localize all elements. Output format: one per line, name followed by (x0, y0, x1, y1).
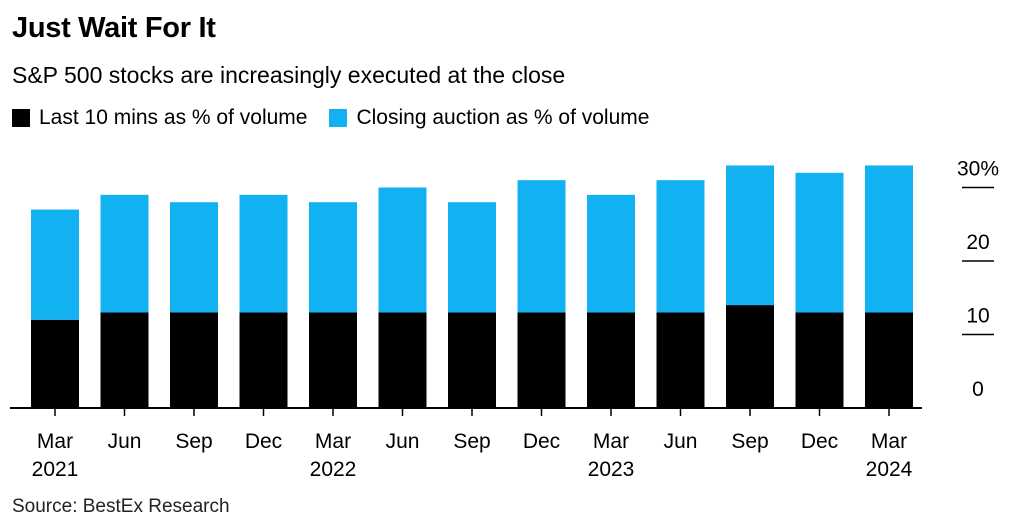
x-tick-month-10: Sep (731, 430, 768, 453)
bar-last-10-mins-9 (656, 312, 705, 408)
bar-last-10-mins-2 (170, 312, 218, 408)
bar-closing-auction-0 (31, 209, 79, 320)
y-tick-label-0: 0 (972, 378, 984, 401)
bar-closing-auction-10 (726, 165, 774, 306)
bar-closing-auction-7 (517, 180, 566, 313)
chart-title: Just Wait For It (12, 12, 216, 44)
bar-closing-auction-3 (239, 194, 288, 313)
legend: Last 10 mins as % of volume Closing auct… (12, 106, 671, 130)
source-note: Source: BestEx Research (12, 496, 230, 517)
bar-last-10-mins-12 (865, 312, 913, 408)
bar-last-10-mins-5 (378, 312, 427, 408)
bar-last-10-mins-0 (31, 319, 79, 408)
bars-group (31, 165, 913, 408)
bar-last-10-mins-7 (517, 312, 566, 408)
bar-closing-auction-4 (309, 202, 357, 313)
x-tick-month-12: Mar (871, 430, 907, 453)
legend-item-last-10-mins: Last 10 mins as % of volume (12, 106, 307, 130)
x-tick-month-11: Dec (801, 430, 838, 453)
bar-closing-auction-11 (795, 172, 844, 313)
x-tick-year-4: 2022 (310, 458, 357, 481)
x-tick-month-4: Mar (315, 430, 351, 453)
x-tick-month-8: Mar (593, 430, 629, 453)
y-tick-label-3: 30% (957, 158, 999, 181)
bar-closing-auction-9 (656, 180, 705, 313)
y-tick-label-1: 10 (966, 305, 989, 328)
bar-last-10-mins-8 (587, 312, 635, 408)
x-tick-month-9: Jun (664, 430, 698, 453)
bar-closing-auction-5 (378, 187, 427, 313)
x-tick-month-2: Sep (175, 430, 212, 453)
x-tick-year-0: 2021 (32, 458, 79, 481)
bar-last-10-mins-4 (309, 312, 357, 408)
x-tick-month-5: Jun (386, 430, 420, 453)
x-tick-month-3: Dec (245, 430, 282, 453)
legend-label-last-10-mins: Last 10 mins as % of volume (39, 106, 308, 129)
bar-last-10-mins-10 (726, 305, 774, 408)
bar-closing-auction-2 (170, 202, 218, 313)
bar-closing-auction-12 (865, 165, 913, 313)
x-tick-month-0: Mar (37, 430, 73, 453)
legend-label-closing-auction: Closing auction as % of volume (356, 106, 650, 129)
x-tick-month-1: Jun (108, 430, 142, 453)
x-axis: Mar 2021 Jun Sep Dec Mar 2022 Jun Sep Dec Mar 2023 J… (10, 407, 922, 481)
bar-last-10-mins-3 (239, 312, 288, 408)
bar-closing-auction-8 (587, 194, 635, 313)
y-tick-label-2: 20 (966, 231, 989, 254)
legend-swatch-last-10-mins (12, 109, 30, 127)
bar-last-10-mins-1 (100, 312, 149, 408)
legend-item-closing-auction: Closing auction as % of volume (329, 106, 649, 130)
y-axis: 0 10 20 30% (957, 158, 999, 402)
x-tick-year-12: 2024 (866, 458, 913, 481)
x-tick-month-6: Sep (453, 430, 490, 453)
bar-closing-auction-6 (448, 202, 496, 313)
bar-last-10-mins-11 (795, 312, 844, 408)
legend-swatch-closing-auction (329, 109, 348, 127)
bar-last-10-mins-6 (448, 312, 496, 408)
bar-closing-auction-1 (100, 194, 149, 313)
x-tick-month-7: Dec (523, 430, 560, 453)
x-tick-year-8: 2023 (588, 458, 635, 481)
chart-subtitle: S&P 500 stocks are increasingly executed… (12, 62, 566, 88)
